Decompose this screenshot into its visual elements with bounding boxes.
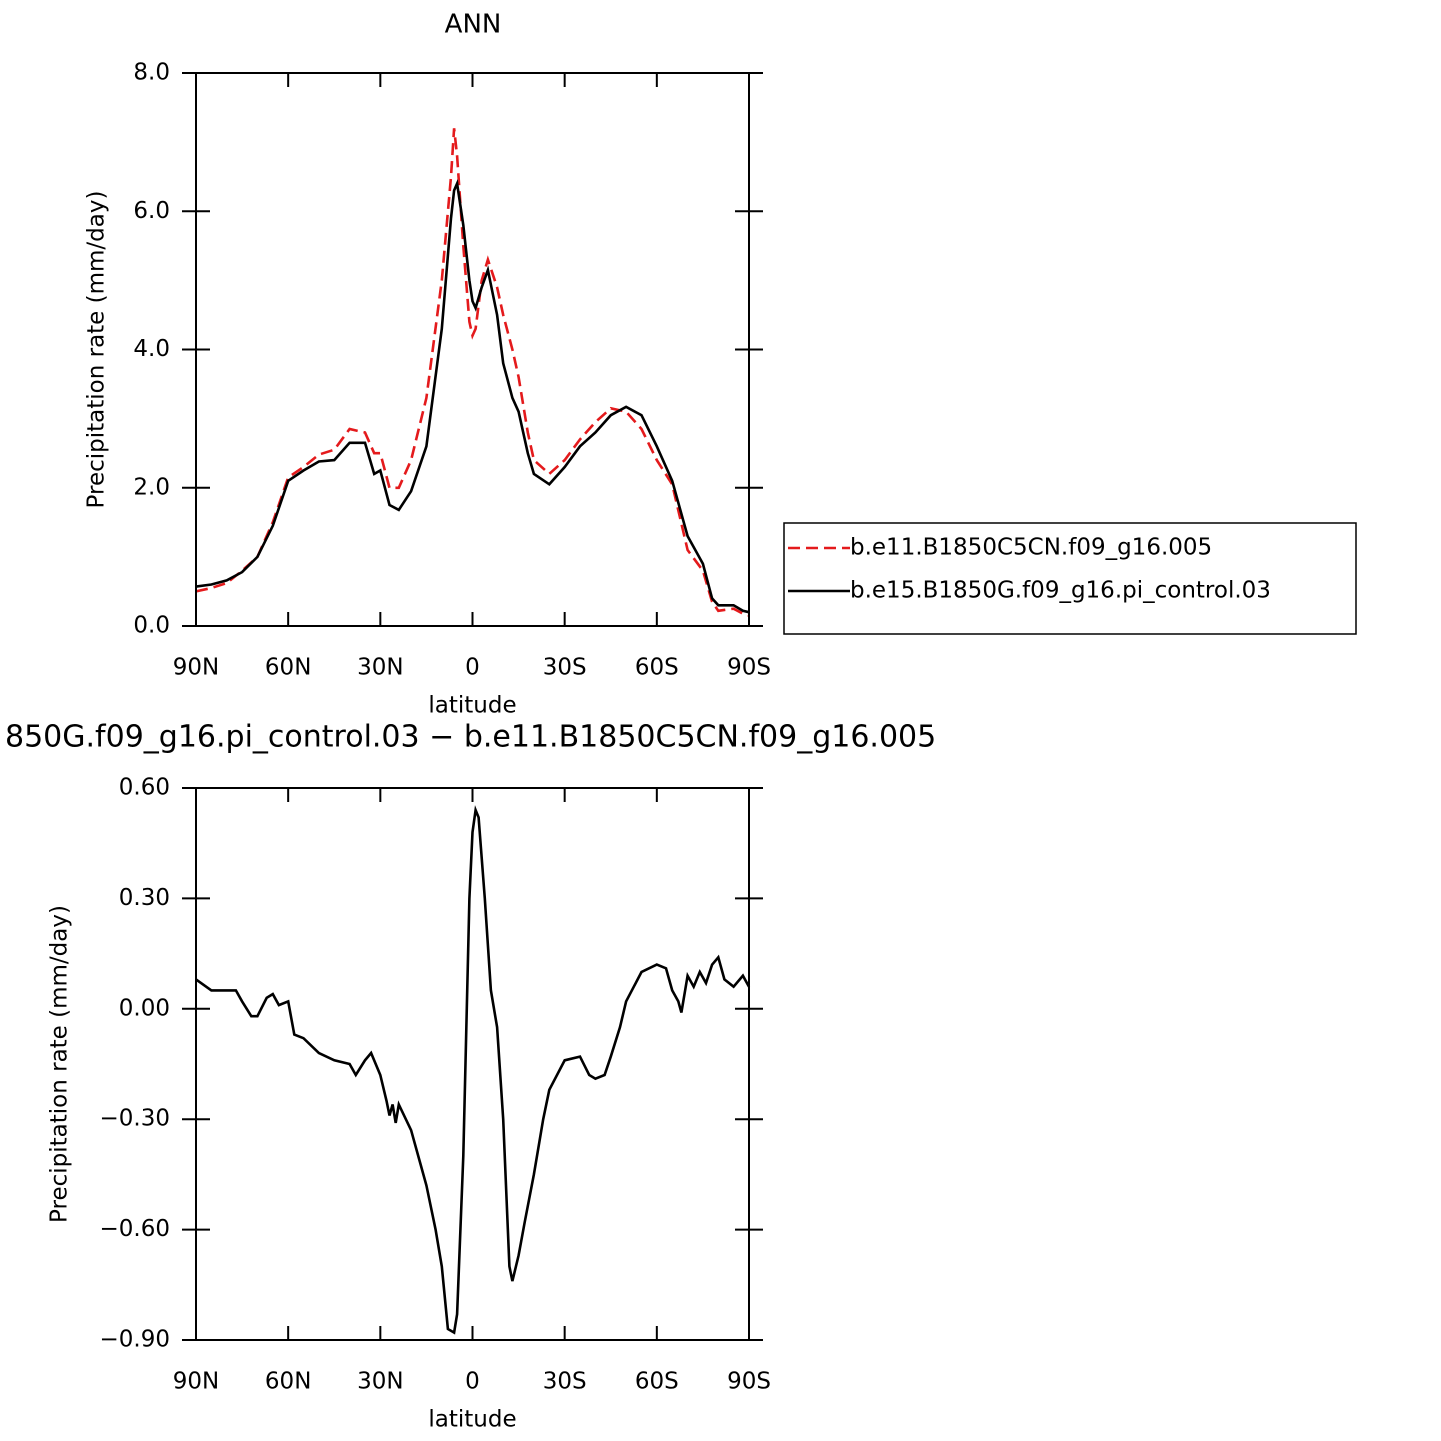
y-tick-label: 4.0 xyxy=(133,336,170,362)
plot-frame xyxy=(195,787,750,1341)
x-tick-label: 30S xyxy=(543,655,587,681)
x-tick-label: 0 xyxy=(465,1369,480,1395)
chart-title: ANN xyxy=(445,10,502,40)
x-tick-label: 90N xyxy=(173,655,219,681)
legend-box xyxy=(783,522,1357,635)
x-axis-label: latitude xyxy=(428,693,516,719)
x-tick-label: 60N xyxy=(265,655,311,681)
data-line xyxy=(195,178,750,614)
x-tick-label: 90S xyxy=(727,1369,771,1395)
x-tick-label: 60S xyxy=(635,1369,679,1395)
x-axis-label: latitude xyxy=(428,1407,516,1433)
y-tick-label: −0.60 xyxy=(100,1216,170,1242)
plot-frame xyxy=(195,72,750,627)
y-axis-label: Precipitation rate (mm/day) xyxy=(84,191,110,509)
y-tick-label: 0.60 xyxy=(119,775,170,801)
y-tick-label: −0.30 xyxy=(100,1106,170,1132)
x-tick-label: 90N xyxy=(173,1369,219,1395)
x-tick-label: 30N xyxy=(357,655,403,681)
y-axis-label: Precipitation rate (mm/day) xyxy=(47,905,73,1223)
y-tick-label: 0.00 xyxy=(119,995,170,1021)
x-tick-label: 30N xyxy=(357,1369,403,1395)
y-tick-label: 2.0 xyxy=(133,474,170,500)
y-tick-label: 0.0 xyxy=(133,613,170,639)
x-tick-label: 60S xyxy=(635,655,679,681)
y-tick-label: 8.0 xyxy=(133,60,170,86)
x-tick-label: 30S xyxy=(543,1369,587,1395)
legend-label: b.e15.B1850G.f09_g16.pi_control.03 xyxy=(850,578,1271,604)
y-tick-label: −0.90 xyxy=(100,1327,170,1353)
x-tick-label: 90S xyxy=(727,655,771,681)
x-tick-label: 0 xyxy=(465,655,480,681)
data-line xyxy=(195,805,751,1335)
data-line xyxy=(195,128,750,617)
y-tick-label: 0.30 xyxy=(119,885,170,911)
x-tick-label: 60N xyxy=(265,1369,311,1395)
y-tick-label: 6.0 xyxy=(133,198,170,224)
legend-label: b.e11.B1850C5CN.f09_g16.005 xyxy=(850,535,1212,561)
chart-title: 850G.f09_g16.pi_control.03 − b.e11.B1850… xyxy=(5,720,936,755)
